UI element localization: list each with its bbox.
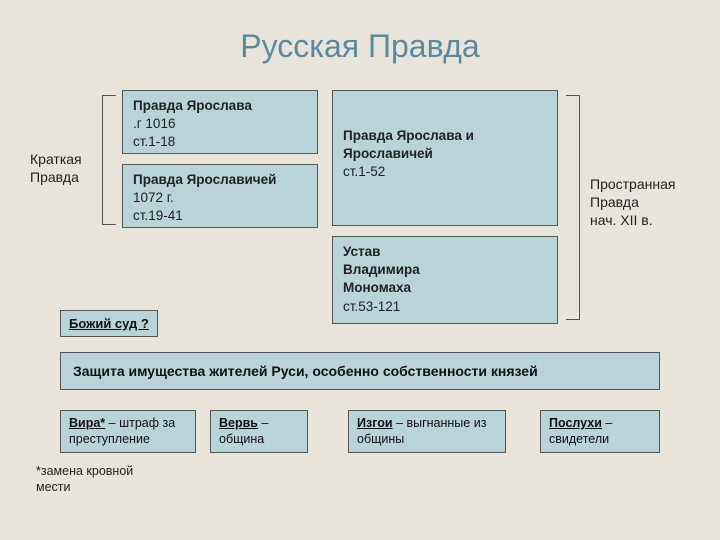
term4-name: Послухи [549, 416, 602, 430]
box3-sub1: ст.1-52 [343, 163, 547, 181]
box-bozhiy-sud: Божий суд ? [60, 310, 158, 337]
box4-title1: Устав [343, 243, 547, 261]
term-vira: Вира* – штраф за преступление [60, 410, 196, 453]
term-verv: Вервь – община [210, 410, 308, 453]
footnote: *замена кровной мести [36, 464, 133, 495]
box-ustav-vladimira: Устав Владимира Мономаха ст.53-121 [332, 236, 558, 324]
left-bracket [102, 95, 116, 225]
box3-title2: Ярославичей [343, 145, 547, 163]
right-label-line2: Правда [590, 194, 639, 210]
box-pravda-yaroslava-yaroslavichey: Правда Ярослава и Ярославичей ст.1-52 [332, 90, 558, 226]
right-group-label: Пространная Правда нач. XII в. [590, 175, 675, 230]
box4-title2: Владимира [343, 261, 547, 279]
box2-sub2: ст.19-41 [133, 207, 307, 225]
box4-sub1: ст.53-121 [343, 298, 547, 316]
question-text: Божий суд ? [69, 316, 149, 331]
term2-name: Вервь [219, 416, 258, 430]
box1-sub2: ст.1-18 [133, 133, 307, 151]
box1-title: Правда Ярослава [133, 97, 307, 115]
term1-name: Вира* [69, 416, 105, 430]
left-group-label: Краткая Правда [30, 150, 82, 186]
box2-title: Правда Ярославичей [133, 171, 307, 189]
box-pravda-yaroslavichey: Правда Ярославичей 1072 г. ст.19-41 [122, 164, 318, 228]
box-protection: Защита имущества жителей Руси, особенно … [60, 352, 660, 390]
term-izgoi: Изгои – выгнанные из общины [348, 410, 506, 453]
box2-sub1: 1072 г. [133, 189, 307, 207]
footnote-line1: *замена кровной [36, 464, 133, 478]
term-poslukhi: Послухи – свидетели [540, 410, 660, 453]
box3-title1: Правда Ярослава и [343, 127, 547, 145]
left-label-line1: Краткая [30, 151, 82, 167]
left-label-line2: Правда [30, 169, 79, 185]
footnote-line2: мести [36, 480, 71, 494]
box-pravda-yaroslava: Правда Ярослава .г 1016 ст.1-18 [122, 90, 318, 154]
term3-name: Изгои [357, 416, 393, 430]
wide-box-text: Защита имущества жителей Руси, особенно … [73, 363, 538, 379]
page-title: Русская Правда [0, 0, 720, 83]
box1-sub1: .г 1016 [133, 115, 307, 133]
right-bracket [566, 95, 580, 320]
box4-title3: Мономаха [343, 279, 547, 297]
right-label-line1: Пространная [590, 176, 675, 192]
right-label-line3: нач. XII в. [590, 212, 653, 228]
